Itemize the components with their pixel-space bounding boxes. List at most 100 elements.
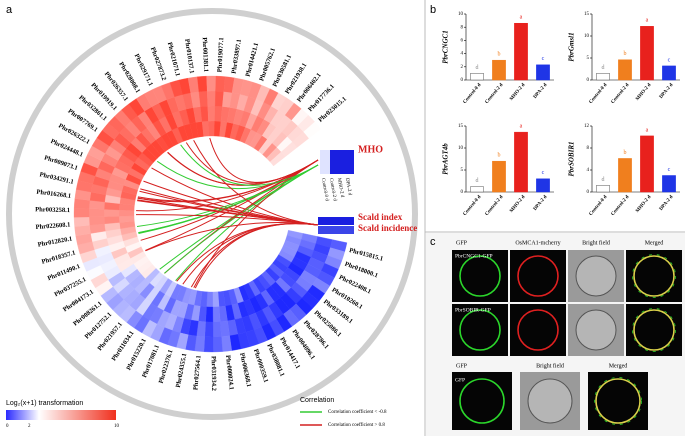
column-header: Bright field — [536, 362, 564, 369]
cell-outline — [632, 254, 676, 298]
column-header: Merged — [609, 363, 628, 369]
heat-cell — [303, 121, 321, 139]
gene-label: Phr038081.1 — [265, 343, 285, 378]
y-axis-label: PbrAGT4b — [442, 143, 450, 175]
bar — [640, 135, 654, 193]
bar — [596, 185, 610, 193]
trait-block — [318, 226, 354, 234]
gene-label: Phr000359.1 — [252, 348, 269, 383]
column-header: Merged — [645, 240, 664, 246]
trait-block — [320, 150, 330, 174]
significance-letter: d — [476, 178, 479, 184]
y-tick-label: 4 — [461, 52, 464, 57]
column-header: GFP — [456, 363, 468, 369]
heat-cell — [212, 306, 221, 323]
heat-cell — [203, 336, 214, 353]
column-header: Bright field — [582, 239, 610, 246]
bar — [492, 160, 506, 193]
significance-letter: b — [498, 153, 501, 159]
y-tick-label: 5 — [587, 56, 590, 61]
bar — [618, 59, 632, 81]
gene-label: Phr015815.1 — [348, 247, 383, 263]
significance-letter: b — [624, 51, 627, 57]
correlation-link — [145, 159, 319, 251]
gene-label: Phr012820.1 — [37, 236, 73, 249]
significance-letter: d — [602, 177, 605, 183]
cell-outline — [527, 378, 573, 424]
track-label: DPA-2 d — [344, 178, 352, 197]
gene-label: Phr024355.1 — [175, 353, 189, 389]
correlation-link — [137, 200, 319, 226]
panel-a: aPhr015815.1Phr018000.1Phr022408.1Phr010… — [6, 4, 418, 429]
correlation-link — [137, 159, 319, 202]
correlation-link — [138, 164, 319, 234]
track-label: MHO-2 d — [336, 178, 344, 199]
x-tick-label: Control-0 d — [463, 195, 483, 217]
x-tick-label: DPA-2 d — [533, 83, 549, 100]
gene-label: Phr019077.1 — [216, 37, 225, 72]
gene-label: Phr018357.1 — [41, 249, 76, 265]
significance-letter: b — [498, 52, 501, 58]
gene-label: Phr000024.1 — [224, 355, 235, 390]
micrograph — [588, 372, 648, 430]
gene-label: Phr014421.1 — [245, 42, 261, 77]
significance-letter: d — [602, 65, 605, 71]
cell-outline — [517, 309, 559, 351]
cell-outline — [594, 377, 642, 425]
y-axis-label: PbrCNGC1 — [442, 30, 450, 63]
y-tick-label: 10 — [458, 146, 464, 151]
x-tick-label: Control-0 d — [589, 83, 609, 105]
heat-cell — [73, 216, 90, 227]
row-label: PbrSOBIR-GFP — [455, 307, 491, 313]
y-tick-label: 2 — [461, 65, 464, 70]
y-tick-label: 0 — [461, 78, 464, 83]
gene-label: Phr017081.1 — [141, 344, 161, 379]
column-header: OsMCA1-mcherry — [515, 240, 560, 246]
correlation-link — [164, 164, 319, 274]
x-tick-label: MHO-2 d — [635, 195, 652, 214]
bar — [514, 131, 528, 193]
gene-label: Phr022376.1 — [158, 349, 175, 384]
micrograph — [452, 250, 508, 302]
y-tick-label: 0 — [587, 78, 590, 83]
y-tick-label: 4 — [587, 168, 590, 173]
legend-label: Correlation coefficient < -0.8 — [328, 410, 387, 415]
y-tick-label: 5 — [461, 168, 464, 173]
trait-label: Scald incidence — [358, 223, 417, 233]
bar — [536, 178, 550, 193]
heat-cell — [212, 321, 222, 338]
heat-cell — [88, 208, 105, 218]
y-axis-label: PbrGmsl1 — [568, 32, 576, 61]
significance-letter: a — [520, 15, 523, 21]
x-tick-label: MHO-2 d — [635, 83, 652, 102]
bar — [492, 59, 506, 81]
heat-cell — [207, 105, 216, 122]
gene-label: Phr027564.1 — [192, 355, 202, 390]
x-tick-label: Control-2 d — [485, 195, 505, 217]
heat-cell — [206, 75, 217, 92]
significance-letter: c — [668, 57, 671, 63]
significance-letter: d — [476, 65, 479, 71]
y-tick-label: 6 — [461, 39, 464, 44]
heat-cell — [205, 306, 214, 323]
panel-label: c — [430, 236, 436, 248]
heat-cell — [208, 120, 215, 137]
bar — [536, 64, 550, 81]
column-header: GFP — [456, 240, 468, 246]
heat-cell — [88, 216, 105, 226]
y-tick-label: 0 — [587, 190, 590, 195]
x-tick-label: Control-2 d — [611, 83, 631, 105]
gene-label: Phr018000.1 — [344, 261, 379, 280]
row-label: GFP — [455, 377, 465, 383]
heat-cell — [197, 75, 208, 92]
outer-ring — [6, 8, 418, 420]
gene-label: Phr010137.1 — [183, 38, 195, 74]
x-tick-label: Control-0 d — [463, 83, 483, 105]
gene-label: Phr031934.2 — [210, 356, 217, 391]
legend-title: Log₂(x+1) transformation — [6, 400, 83, 407]
heat-cell — [198, 90, 208, 107]
panel-c: c GFP OsMCA1-mcherry Bright field Merged PbrC… — [430, 236, 682, 430]
panel-label: a — [6, 4, 13, 16]
color-scale — [6, 410, 116, 420]
micrograph — [626, 304, 682, 356]
